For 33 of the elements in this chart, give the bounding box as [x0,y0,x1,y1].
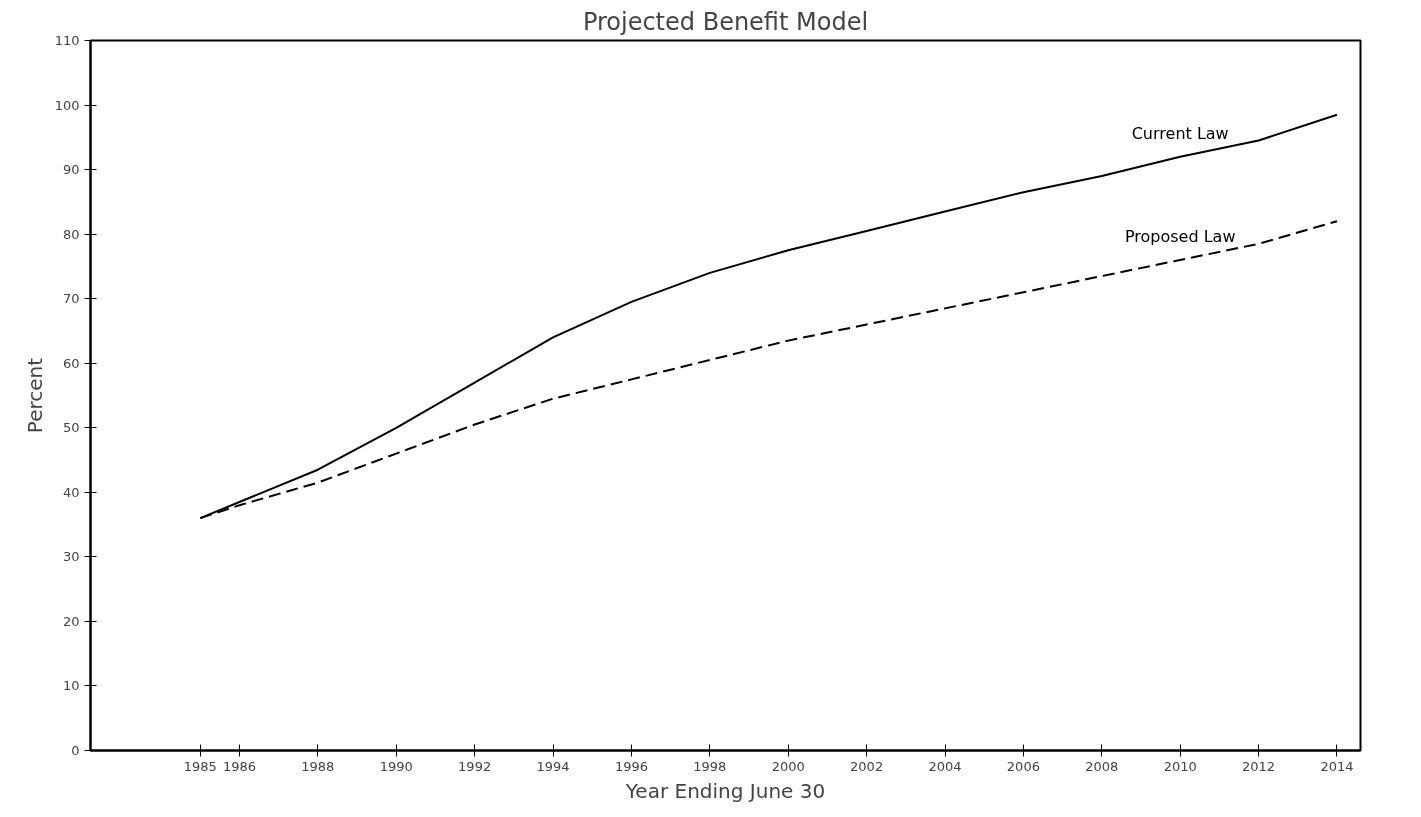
x-tick-label: 2004 [928,758,962,774]
y-tick-label: 110 [54,33,80,48]
x-tick-label: 2010 [1163,758,1197,774]
x-tick-label: 1985 [183,758,217,774]
chart-title: Projected Benefit Model [582,7,869,36]
series-label: Proposed Law [1124,226,1236,246]
y-axis-title: Percent [22,357,47,434]
y-tick-label: 90 [62,162,80,178]
x-tick-label: 1986 [222,758,256,774]
x-tick-label: 2012 [1242,758,1276,774]
y-tick-label: 70 [62,291,80,307]
x-tick-label: 2014 [1320,758,1354,774]
series-label: Current Law [1131,123,1229,143]
x-tick-label: 2002 [850,758,884,774]
x-tick-label: 1996 [614,758,648,774]
y-tick-label: 0 [71,743,80,758]
y-tick-label: 60 [62,355,80,371]
y-tick-label: 40 [62,484,80,500]
x-axis-title: Year Ending June 30 [624,778,826,803]
y-tick-label: 30 [62,549,80,565]
x-tick-label: 1988 [301,758,335,774]
y-tick-label: 80 [62,226,80,242]
x-tick-label: 1990 [379,758,413,774]
y-tick-label: 20 [62,613,80,629]
x-tick-label: 2008 [1085,758,1119,774]
x-tick-label: 2006 [1006,758,1040,774]
x-tick-label: 1992 [458,758,492,774]
x-tick-label: 1998 [693,758,727,774]
y-tick-label: 100 [54,97,80,113]
x-tick-label: 1994 [536,758,570,774]
y-tick-label: 10 [62,678,80,694]
x-tick-label: 2000 [771,758,805,774]
y-tick-label: 50 [62,420,80,436]
